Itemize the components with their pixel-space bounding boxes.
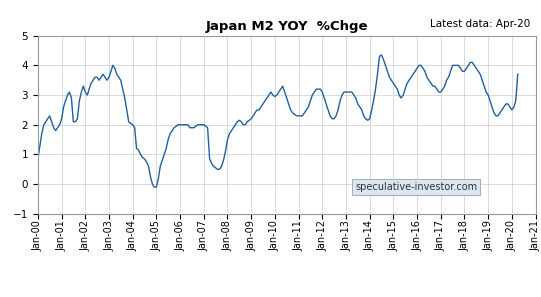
- Text: Latest data: Apr-20: Latest data: Apr-20: [430, 18, 531, 29]
- Title: Japan M2 YOY  %Chge: Japan M2 YOY %Chge: [206, 20, 368, 33]
- Text: speculative-investor.com: speculative-investor.com: [355, 182, 477, 192]
